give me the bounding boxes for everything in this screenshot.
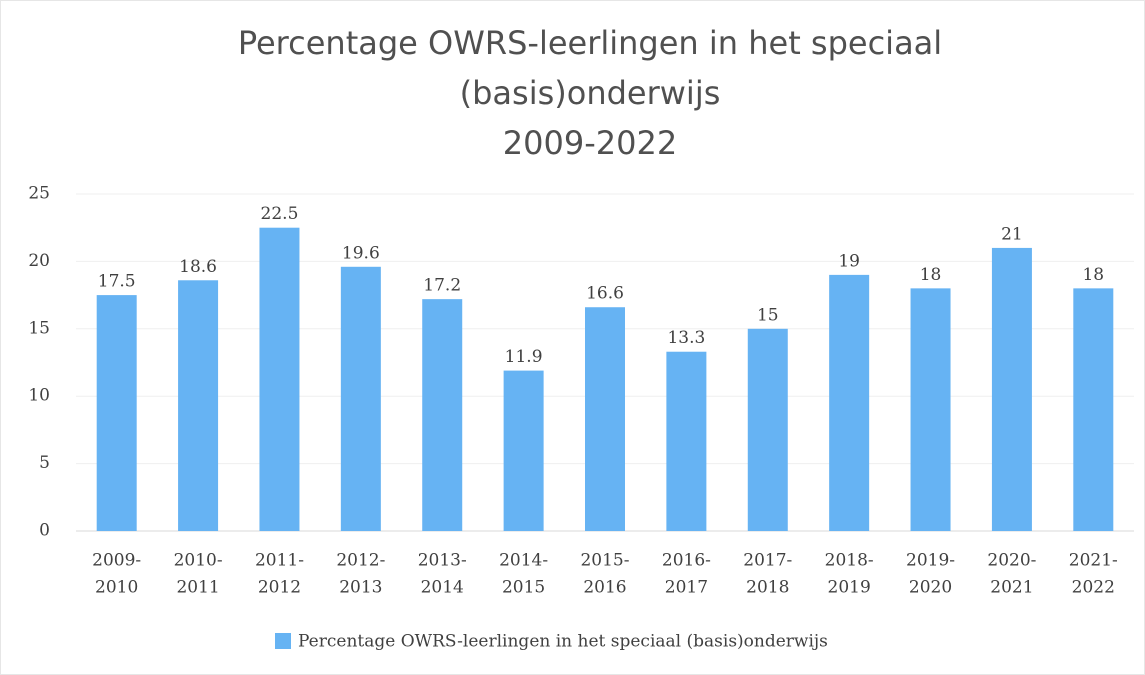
x-tick-label: 2020- bbox=[987, 551, 1036, 571]
y-tick-label: 20 bbox=[28, 251, 50, 271]
x-tick-label: 2013 bbox=[339, 578, 382, 598]
bar bbox=[1073, 288, 1114, 531]
data-label: 18 bbox=[920, 265, 942, 285]
bar bbox=[422, 299, 463, 531]
bar bbox=[259, 227, 300, 531]
bar bbox=[829, 274, 870, 531]
y-tick-label: 5 bbox=[39, 453, 50, 473]
x-tick-label: 2018- bbox=[825, 551, 874, 571]
bar bbox=[666, 351, 707, 531]
x-tick-label: 2021- bbox=[1069, 551, 1118, 571]
data-label: 11.9 bbox=[505, 347, 543, 367]
bar bbox=[503, 370, 544, 531]
chart-title: (basis)onderwijs bbox=[460, 74, 721, 112]
y-tick-label: 0 bbox=[39, 521, 50, 541]
x-tick-label: 2010- bbox=[174, 551, 223, 571]
y-tick-label: 10 bbox=[28, 386, 50, 406]
data-label: 18 bbox=[1082, 265, 1104, 285]
x-tick-label: 2012 bbox=[258, 578, 301, 598]
x-tick-label: 2014- bbox=[499, 551, 548, 571]
x-tick-label: 2022 bbox=[1072, 578, 1115, 598]
data-label: 16.6 bbox=[586, 284, 624, 304]
x-tick-label: 2019 bbox=[828, 578, 871, 598]
x-tick-label: 2013- bbox=[418, 551, 467, 571]
x-tick-label: 2020 bbox=[909, 578, 952, 598]
x-tick-label: 2016 bbox=[583, 578, 626, 598]
y-tick-label: 25 bbox=[28, 184, 50, 204]
x-tick-label: 2019- bbox=[906, 551, 955, 571]
data-label: 19.6 bbox=[342, 243, 380, 263]
chart-title: Percentage OWRS-leerlingen in het specia… bbox=[238, 24, 942, 62]
data-label: 19 bbox=[838, 251, 860, 271]
bar bbox=[585, 307, 625, 531]
x-tick-label: 2010 bbox=[95, 578, 138, 598]
x-tick-label: 2015 bbox=[502, 578, 545, 598]
chart-title: 2009-2022 bbox=[503, 124, 677, 162]
bar bbox=[96, 295, 137, 531]
x-tick-label: 2012- bbox=[336, 551, 385, 571]
data-label: 15 bbox=[757, 305, 779, 325]
y-tick-label: 15 bbox=[28, 318, 50, 338]
x-tick-label: 2017 bbox=[665, 578, 708, 598]
bar bbox=[991, 247, 1032, 532]
x-tick-label: 2011- bbox=[255, 551, 304, 571]
data-label: 17.5 bbox=[98, 272, 136, 292]
bar bbox=[747, 328, 788, 531]
x-tick-label: 2016- bbox=[662, 551, 711, 571]
data-label: 13.3 bbox=[667, 328, 705, 348]
x-tick-label: 2009- bbox=[92, 551, 141, 571]
bar bbox=[910, 288, 951, 531]
bar bbox=[340, 266, 381, 531]
x-tick-label: 2014 bbox=[421, 578, 464, 598]
data-label: 17.2 bbox=[423, 276, 461, 296]
x-tick-label: 2021 bbox=[990, 578, 1033, 598]
data-label: 18.6 bbox=[179, 257, 217, 277]
data-label: 21 bbox=[1001, 224, 1023, 244]
x-tick-label: 2018 bbox=[746, 578, 789, 598]
x-tick-label: 2017- bbox=[743, 551, 792, 571]
data-label: 22.5 bbox=[261, 204, 299, 224]
legend-swatch bbox=[275, 633, 291, 649]
bar bbox=[178, 280, 219, 531]
legend-label: Percentage OWRS-leerlingen in het specia… bbox=[298, 632, 828, 652]
x-tick-label: 2011 bbox=[176, 578, 219, 598]
x-tick-label: 2015- bbox=[580, 551, 629, 571]
